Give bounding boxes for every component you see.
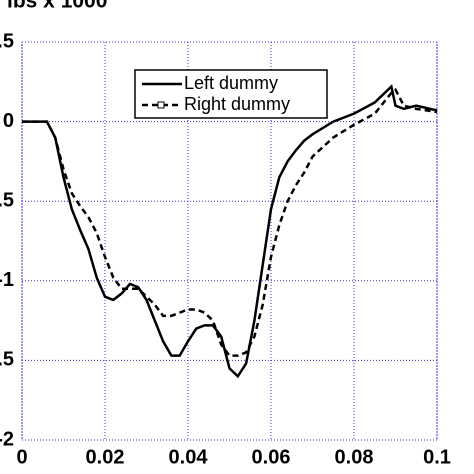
y-tick-label: 0.5: [0, 30, 14, 52]
legend-marker: [157, 101, 165, 109]
x-tick-label: 0: [16, 446, 27, 468]
x-tick-label: 0.06: [252, 446, 291, 468]
y-tick-label: 0: [3, 110, 14, 132]
plot-frame: [21, 41, 438, 441]
y-tick-label: -1.5: [0, 349, 14, 371]
x-tick-label: 0.08: [335, 446, 374, 468]
y-tick-label: -1: [0, 269, 14, 291]
legend-label: Right dummy: [184, 94, 290, 114]
series-line: [22, 87, 438, 357]
x-tick-label: 0.04: [169, 446, 209, 468]
legend-label: Left dummy: [184, 73, 278, 93]
y-tick-label: -0.5: [0, 189, 14, 211]
y-tick-label: -2: [0, 428, 14, 450]
x-tick-label: 0.02: [86, 446, 125, 468]
chart-title: oad, lbs x 1000: [0, 0, 107, 13]
x-tick-label: 0.1: [423, 446, 451, 468]
series-line: [22, 84, 438, 379]
legend-box: [134, 69, 328, 119]
